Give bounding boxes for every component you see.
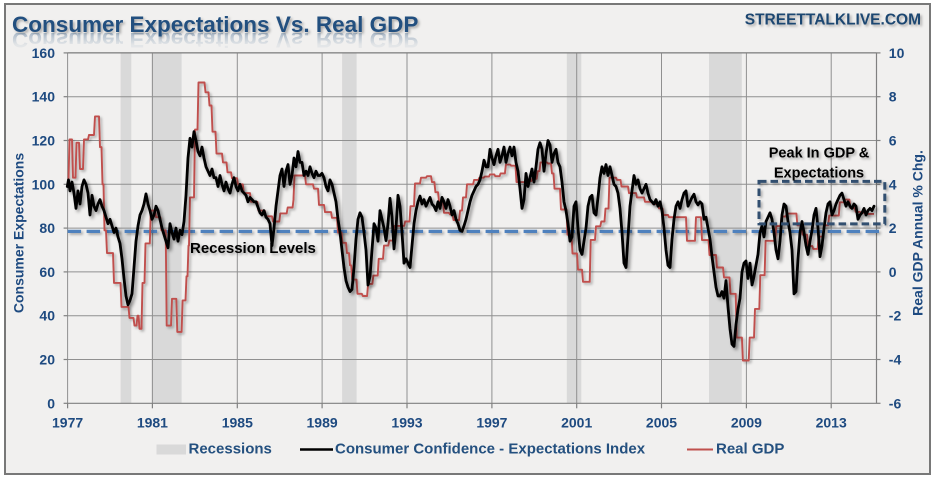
svg-text:1977: 1977 <box>52 415 83 431</box>
svg-text:120: 120 <box>32 133 56 149</box>
svg-text:-2: -2 <box>889 308 902 324</box>
svg-text:140: 140 <box>32 89 56 105</box>
svg-text:2001: 2001 <box>561 415 592 431</box>
svg-text:20: 20 <box>39 352 55 368</box>
svg-text:2013: 2013 <box>816 415 847 431</box>
svg-text:Consumer Expectations Vs. Real: Consumer Expectations Vs. Real GDP <box>12 12 418 37</box>
svg-text:1981: 1981 <box>137 415 168 431</box>
svg-text:6: 6 <box>889 133 897 149</box>
svg-text:2005: 2005 <box>646 415 677 431</box>
svg-text:2: 2 <box>889 220 897 236</box>
svg-text:160: 160 <box>32 45 56 61</box>
svg-text:60: 60 <box>39 264 55 280</box>
svg-text:STREETTALKLIVE.COM: STREETTALKLIVE.COM <box>745 12 921 29</box>
svg-text:Recessions: Recessions <box>189 441 272 458</box>
svg-text:Recession Levels: Recession Levels <box>190 240 316 257</box>
svg-text:2009: 2009 <box>731 415 762 431</box>
svg-text:Consumer Confidence - Expectat: Consumer Confidence - Expectations Index <box>335 441 646 458</box>
svg-text:-4: -4 <box>889 352 902 368</box>
svg-text:Consumer Expectations Vs. Real: Consumer Expectations Vs. Real GDP <box>12 27 418 52</box>
svg-text:1993: 1993 <box>391 415 422 431</box>
svg-text:Real GDP: Real GDP <box>716 441 784 458</box>
svg-text:1989: 1989 <box>307 415 338 431</box>
svg-text:Expectations: Expectations <box>774 166 864 182</box>
svg-text:80: 80 <box>39 220 55 236</box>
svg-text:Real GDP Annual % Chg.: Real GDP Annual % Chg. <box>910 150 926 316</box>
svg-text:Peak In GDP &: Peak In GDP & <box>769 146 870 162</box>
svg-text:-6: -6 <box>889 395 902 411</box>
svg-text:8: 8 <box>889 89 897 105</box>
svg-text:4: 4 <box>889 176 897 192</box>
svg-text:0: 0 <box>889 264 897 280</box>
svg-text:1985: 1985 <box>222 415 253 431</box>
svg-text:40: 40 <box>39 308 55 324</box>
svg-text:Consumer Expectations: Consumer Expectations <box>11 153 27 313</box>
svg-text:0: 0 <box>47 395 55 411</box>
svg-text:1997: 1997 <box>476 415 507 431</box>
svg-text:10: 10 <box>889 45 905 61</box>
svg-text:100: 100 <box>32 176 56 192</box>
